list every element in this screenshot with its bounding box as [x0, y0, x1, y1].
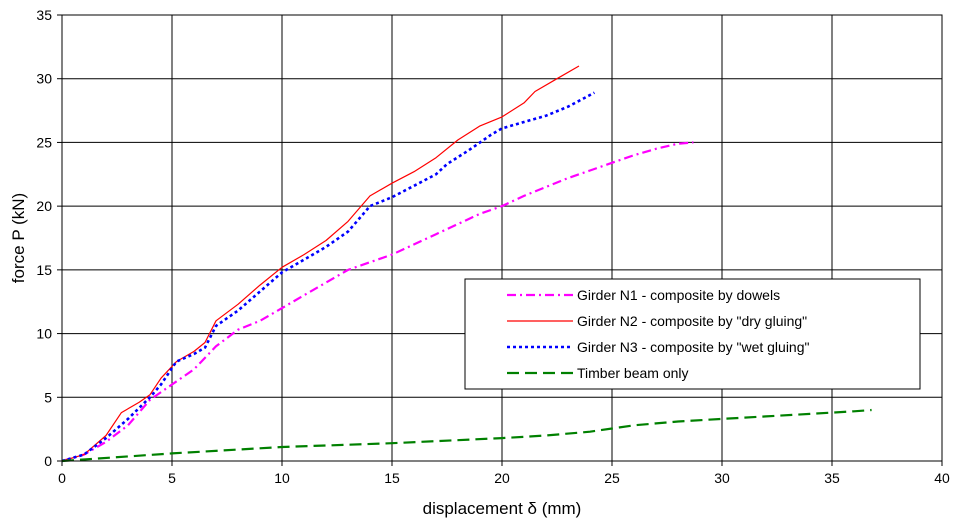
legend-box — [464, 278, 921, 390]
series-line-4 — [61, 408, 872, 463]
x-tick-label: 10 — [274, 470, 290, 486]
y-axis-label: force P (kN) — [9, 193, 28, 283]
x-tick-label: 25 — [604, 470, 620, 486]
y-tick-label: 30 — [36, 71, 52, 87]
x-tick-label: 5 — [168, 470, 176, 486]
x-axis-label: displacement δ (mm) — [423, 499, 582, 518]
x-tick-label: 0 — [58, 470, 66, 486]
x-tick-label: 30 — [714, 470, 730, 486]
y-tick-label: 20 — [36, 198, 52, 214]
series-lines — [61, 65, 872, 463]
legend-label: Girder N2 - composite by "dry gluing" — [577, 313, 807, 329]
legend: Girder N1 - composite by dowels Girder N2… — [464, 278, 921, 390]
series-line-2 — [61, 65, 580, 462]
series-line-1 — [61, 141, 694, 463]
y-tick-label: 25 — [36, 134, 52, 150]
y-tick-label: 10 — [36, 326, 52, 342]
legend-label: Girder N1 - composite by dowels — [577, 287, 780, 303]
y-tick-label: 0 — [44, 453, 52, 469]
series-line-3 — [61, 91, 596, 463]
x-tick-label: 20 — [494, 470, 510, 486]
x-tick-label: 15 — [384, 470, 400, 486]
legend-label: Girder N3 - composite by "wet gluing" — [577, 339, 810, 355]
x-tick-label: 35 — [824, 470, 840, 486]
y-tick-label: 5 — [44, 389, 52, 405]
legend-label: Timber beam only — [577, 365, 689, 381]
y-tick-label: 35 — [36, 7, 52, 23]
x-tick-label: 40 — [934, 470, 950, 486]
tick-labels: 0 5 10 15 20 25 30 35 40 0 5 10 15 20 25 30 35 — [36, 7, 950, 486]
y-tick-label: 15 — [36, 262, 52, 278]
